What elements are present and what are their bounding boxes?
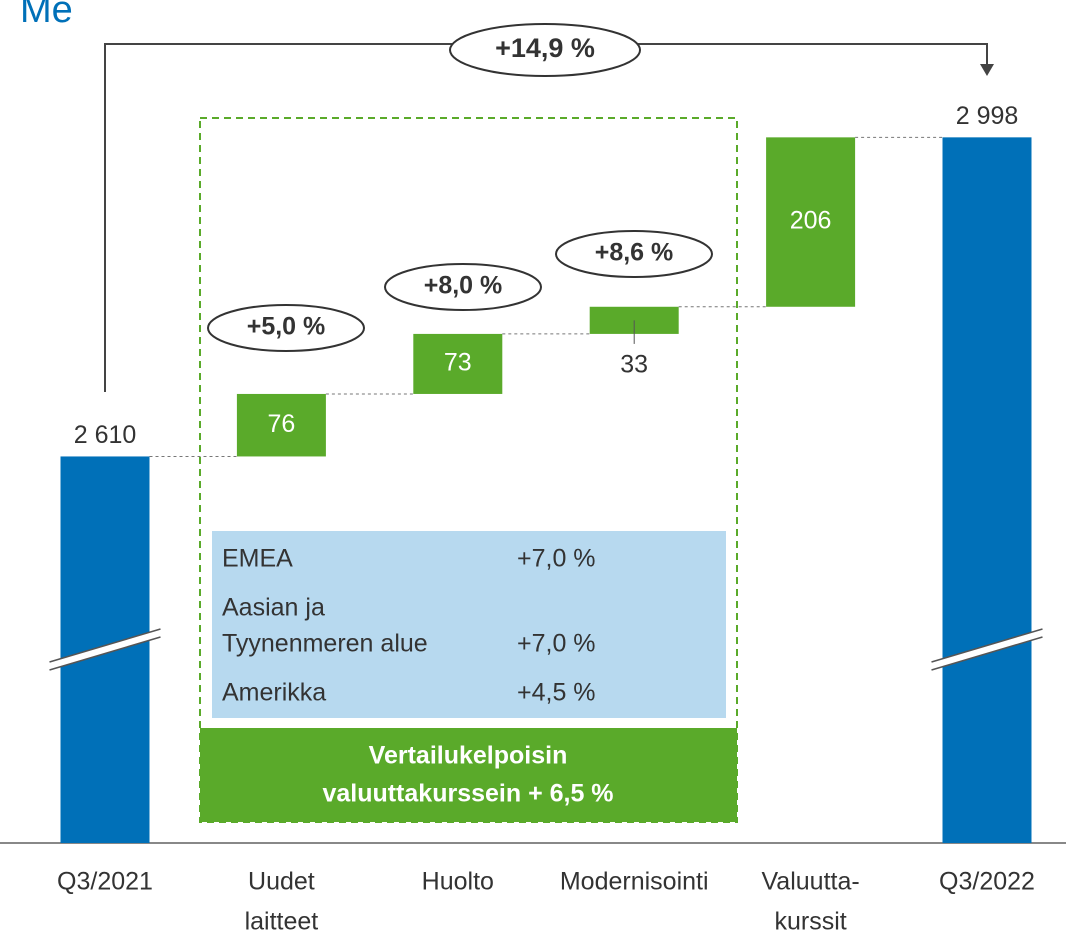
value-label: 2 998 [956, 102, 1019, 130]
region-name: Aasian ja [222, 594, 325, 622]
comparable-box [200, 728, 737, 822]
axis-break [931, 629, 1043, 670]
x-tick-label: Q3/2022 [939, 868, 1035, 896]
axis-break-line [931, 636, 1043, 671]
growth-label: +5,0 % [247, 313, 326, 341]
axis-break-line [49, 628, 161, 663]
region-growth: +7,0 % [517, 630, 596, 658]
axis-break-line [49, 636, 161, 671]
bar [236, 393, 326, 457]
region-name: Tyynenmeren alue [222, 630, 428, 658]
x-tick-label: Uudet [248, 868, 315, 896]
x-tick-label: Modernisointi [560, 868, 709, 896]
growth-label: +8,6 % [595, 239, 674, 267]
value-label: 33 [620, 351, 648, 379]
growth-ellipse [207, 304, 365, 352]
growth-ellipse [384, 263, 542, 311]
value-label: 73 [444, 349, 472, 377]
growth-ellipse [449, 23, 641, 77]
bar [413, 333, 503, 394]
x-tick-label: laitteet [245, 908, 319, 936]
value-label: 76 [267, 410, 295, 438]
axis-break-line [931, 628, 1043, 663]
total-growth-label: +14,9 % [495, 33, 595, 63]
x-tick-label: Q3/2021 [57, 868, 153, 896]
comparable-growth: Vertailukelpoisin [369, 742, 568, 770]
region-growth: +4,5 % [517, 679, 596, 707]
growth-label: +8,0 % [424, 272, 503, 300]
x-tick-label: Huolto [422, 868, 494, 896]
comparable-growth: valuuttakurssein + 6,5 % [322, 780, 613, 808]
region-name: EMEA [222, 545, 293, 573]
x-tick-label: Valuutta- [761, 868, 859, 896]
chart-title: Me [20, 0, 73, 31]
value-label: 2 610 [74, 421, 137, 449]
region-growth: +7,0 % [517, 545, 596, 573]
region-name: Amerikka [222, 679, 326, 707]
region-table-bg [212, 531, 726, 718]
growth-ellipse [555, 230, 713, 278]
growth-arrow [980, 64, 994, 76]
x-tick-label: kurssit [774, 908, 846, 936]
bar [766, 137, 856, 307]
axis-break [49, 629, 161, 670]
bar [942, 137, 1032, 844]
organic-frame [199, 117, 738, 823]
value-label: 206 [790, 207, 832, 235]
